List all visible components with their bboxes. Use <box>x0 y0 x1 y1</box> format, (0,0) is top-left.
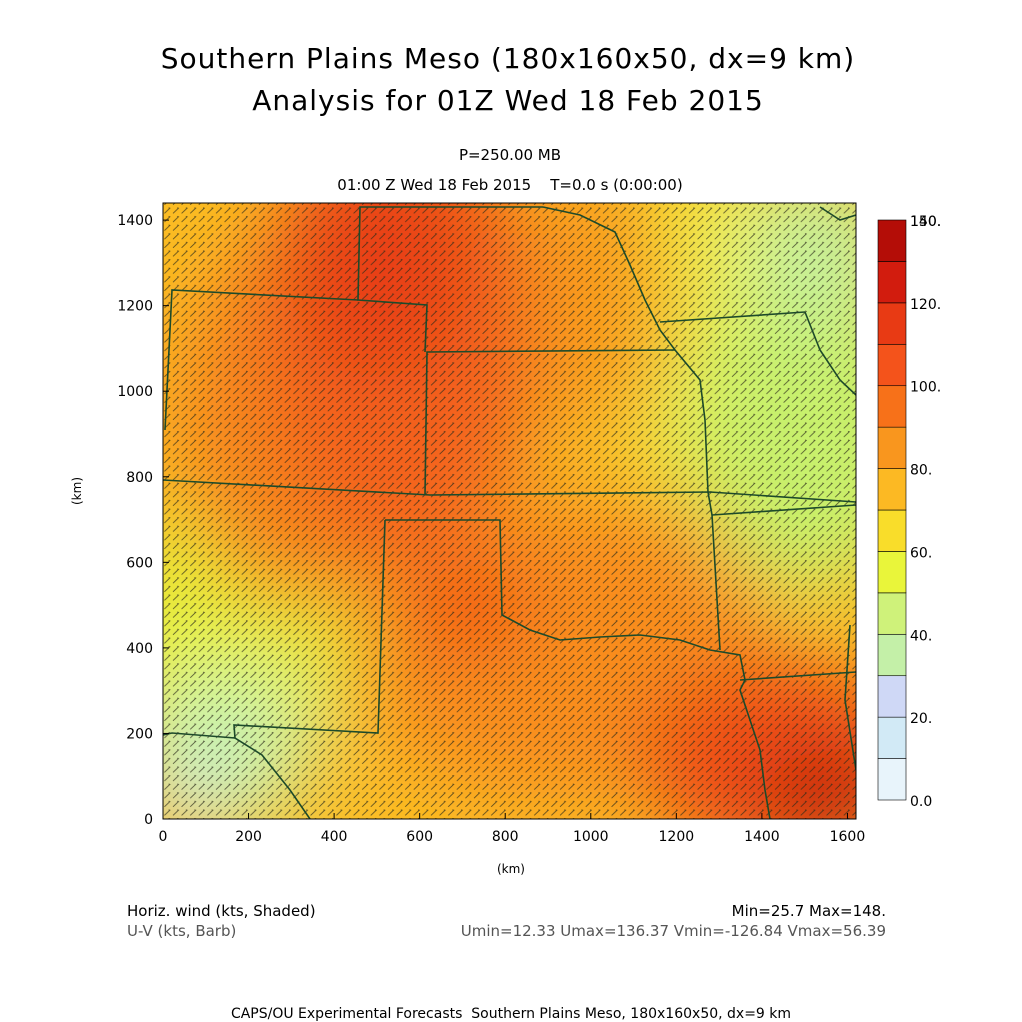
wind-speed-shading <box>163 203 856 819</box>
colorbar-swatch <box>877 468 907 511</box>
colorbar: 0.0 20. 40. 60. 80. 100. 120. 140.150. <box>877 214 941 810</box>
valid-time-label: 01:00 Z Wed 18 Feb 2015 T=0.0 s (0:00:00… <box>337 176 683 194</box>
x-tick-label: 400 <box>321 829 348 845</box>
colorbar-swatch <box>877 509 907 552</box>
colorbar-swatch <box>877 633 907 677</box>
colorbar-label: 60. <box>910 545 932 561</box>
y-tick-label: 1200 <box>117 299 153 315</box>
colorbar-label: 140. <box>910 214 941 230</box>
x-tick-label: 1400 <box>744 829 780 845</box>
colorbar-swatch <box>877 758 907 801</box>
x-axis-unit: (km) <box>496 862 525 876</box>
colorbar-swatch <box>877 385 907 428</box>
x-tick-label: 600 <box>406 829 433 845</box>
colorbar-swatch <box>877 675 907 718</box>
footer-credit: CAPS/OU Experimental Forecasts Southern … <box>230 1006 792 1022</box>
state-borders <box>163 206 856 819</box>
x-axis: 0 200 400 600 800 1000 1200 1400 1600 <box>159 813 866 845</box>
map-title-line-2: Analysis for 01Z Wed 18 Feb 2015 <box>252 84 764 117</box>
x-tick-label: 0 <box>159 829 168 845</box>
uv-range-values: Umin=12.33 Umax=136.37 Vmin=-126.84 Vmax… <box>460 922 886 940</box>
map-title-line-1: Southern Plains Meso (180x160x50, dx=9 k… <box>160 42 856 75</box>
colorbar-swatch <box>877 261 907 304</box>
x-tick-label: 200 <box>235 829 262 845</box>
colorbar-swatch <box>877 219 907 262</box>
colorbar-swatch <box>877 302 907 345</box>
y-axis: 0 200 400 600 800 1000 1200 1400 <box>117 213 169 828</box>
x-tick-label: 800 <box>492 829 519 845</box>
map-frame <box>162 202 857 820</box>
y-axis-unit: (km) <box>70 476 84 505</box>
y-tick-label: 400 <box>126 641 153 657</box>
colorbar-label: 120. <box>910 297 941 313</box>
colorbar-swatch <box>877 426 907 469</box>
y-tick-label: 800 <box>126 470 153 486</box>
barb-field-label: U-V (kts, Barb) <box>127 922 237 940</box>
y-tick-label: 200 <box>126 726 153 742</box>
colorbar-swatch <box>877 592 907 635</box>
min-max-values: Min=25.7 Max=148. <box>731 902 886 920</box>
x-tick-label: 1000 <box>573 829 609 845</box>
pressure-level-label: P=250.00 MB <box>458 146 562 164</box>
y-tick-label: 1400 <box>117 213 153 229</box>
colorbar-swatch <box>877 343 907 387</box>
y-tick-label: 1000 <box>117 384 153 400</box>
colorbar-label: 80. <box>910 463 932 479</box>
shaded-field-label: Horiz. wind (kts, Shaded) <box>127 902 316 920</box>
colorbar-label: 0.0 <box>910 794 932 810</box>
colorbar-swatch <box>877 551 907 594</box>
x-tick-label: 1600 <box>830 829 866 845</box>
y-tick-label: 0 <box>144 812 153 828</box>
colorbar-label: 20. <box>910 711 932 727</box>
colorbar-swatch <box>877 716 907 759</box>
colorbar-label: 40. <box>910 628 932 644</box>
x-tick-label: 1200 <box>659 829 695 845</box>
colorbar-label: 100. <box>910 380 941 396</box>
colorbar-label: 150. <box>910 214 941 230</box>
y-tick-label: 600 <box>126 555 153 571</box>
